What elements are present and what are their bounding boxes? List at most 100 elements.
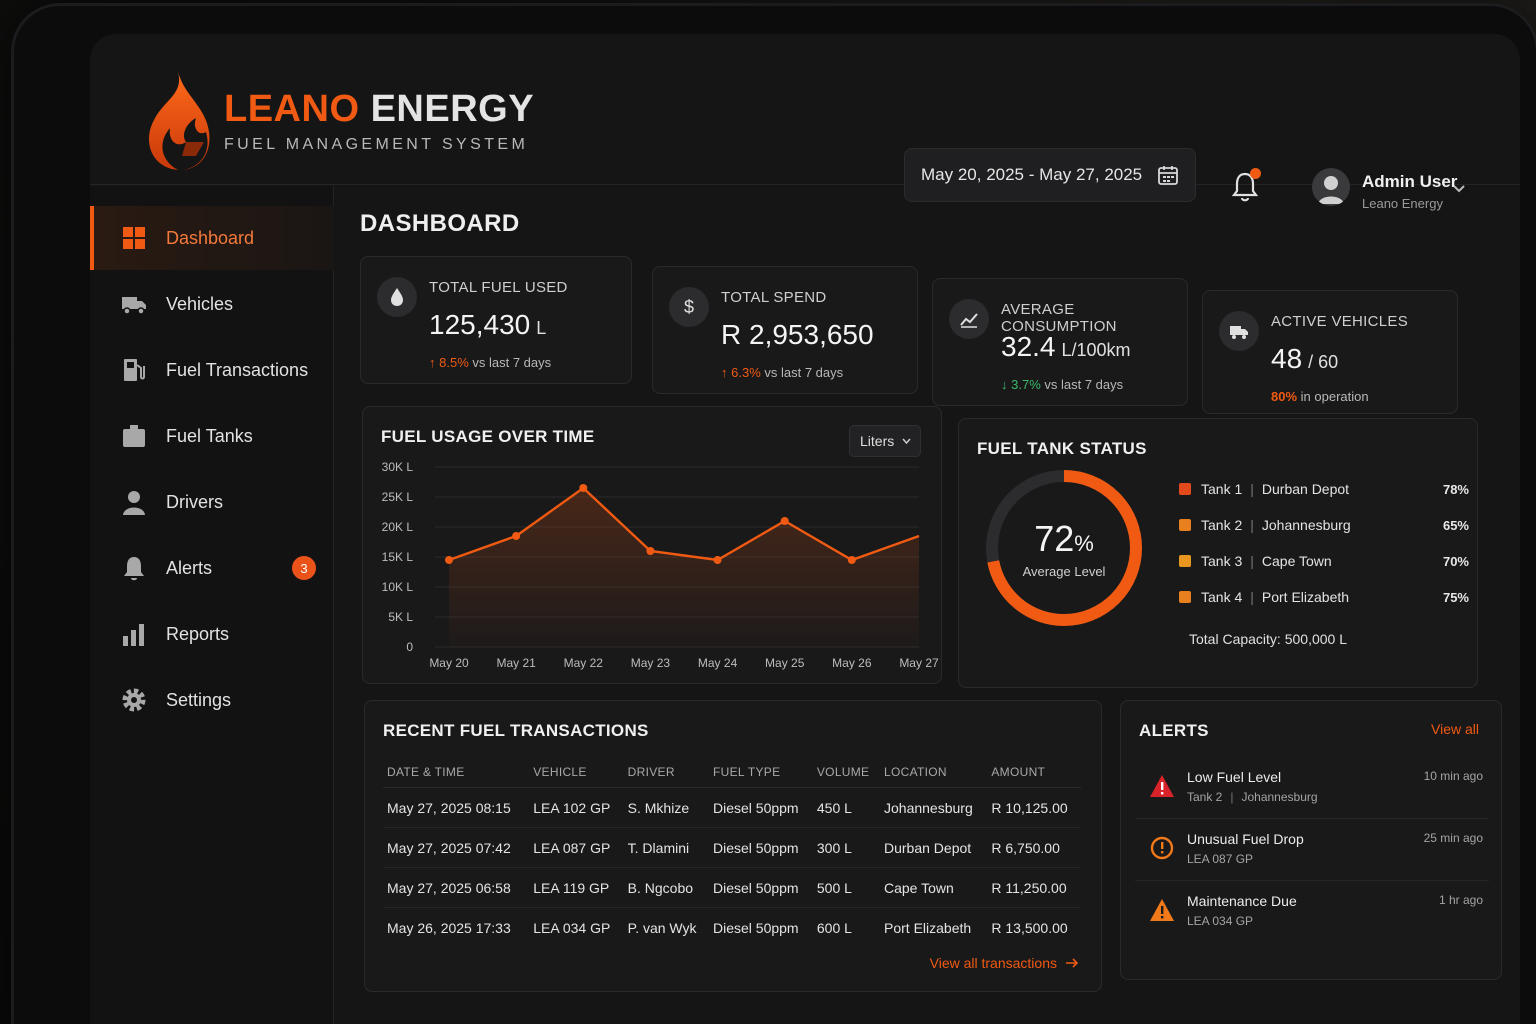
tank-row-2[interactable]: Tank 2 | Johannesburg 65% <box>1179 513 1469 537</box>
stat-delta: 80% in operation <box>1271 389 1369 404</box>
stat-delta: ↑ 8.5% vs last 7 days <box>429 355 552 370</box>
sidebar-item-vehicles[interactable]: Vehicles <box>90 272 334 336</box>
x-tick-label: May 27 <box>899 656 939 670</box>
column-header[interactable]: AMOUNT <box>987 759 1081 788</box>
x-tick-label: May 20 <box>429 656 469 670</box>
stat-label: TOTAL FUEL USED <box>429 279 568 296</box>
alert-item[interactable]: Low Fuel Level Tank 2 | Johannesburg 10 mi… <box>1135 759 1489 819</box>
page-title: DASHBOARD <box>360 210 520 237</box>
x-tick-label: May 25 <box>765 656 805 670</box>
column-header[interactable]: VEHICLE <box>529 759 624 788</box>
column-header[interactable]: DRIVER <box>623 759 709 788</box>
cell-datetime: May 27, 2025 08:15 <box>383 787 530 828</box>
view-all-transactions-link[interactable]: View all transactions <box>930 955 1079 971</box>
alert-subtitle: LEA 034 GP <box>1187 914 1254 928</box>
sidebar-item-drivers[interactable]: Drivers <box>90 470 334 534</box>
warning-orange-icon <box>1150 899 1174 921</box>
user-avatar-icon <box>1318 176 1344 204</box>
stat-card-total-fuel[interactable]: TOTAL FUEL USED 125,430 L ↑ 8.5% vs last … <box>360 256 632 384</box>
cell-fuel-type: Diesel 50ppm <box>708 827 813 868</box>
stat-card-total-spend[interactable]: $ TOTAL SPEND R 2,953,650 ↑ 6.3% vs last… <box>652 266 918 394</box>
tank-row-3[interactable]: Tank 3 | Cape Town 70% <box>1179 549 1469 573</box>
alert-time: 25 min ago <box>1423 831 1483 845</box>
cell-datetime: May 27, 2025 07:42 <box>383 827 530 868</box>
fuel-pump-icon <box>124 359 145 381</box>
column-header[interactable]: FUEL TYPE <box>708 759 813 788</box>
y-tick-label: 25K L <box>382 490 414 504</box>
alert-item[interactable]: Unusual Fuel Drop LEA 087 GP 25 min ago <box>1135 821 1489 881</box>
cell-amount: R 11,250.00 <box>987 867 1081 908</box>
tank-row-1[interactable]: Tank 1 | Durban Depot 78% <box>1179 477 1469 501</box>
recent-transactions-card: RECENT FUEL TRANSACTIONS DATE & TIME VEH… <box>364 700 1102 992</box>
cell-fuel-type: Diesel 50ppm <box>712 920 799 936</box>
avatar[interactable] <box>1312 168 1350 206</box>
y-tick-label: 5K L <box>388 610 413 624</box>
tank-location: Johannesburg <box>1261 517 1351 533</box>
brand-name-part2: ENERGY <box>370 88 535 130</box>
cell-driver: S. Mkhize <box>623 787 709 828</box>
cell-location: Johannesburg <box>880 787 988 828</box>
cell-location: Durban Depot <box>880 827 988 868</box>
alert-item[interactable]: Maintenance Due LEA 034 GP 1 hr ago <box>1135 883 1489 943</box>
tank-level-donut[interactable] <box>979 463 1149 633</box>
cell-datetime: May 27, 2025 06:58 <box>383 867 530 908</box>
y-tick-label: 15K L <box>382 550 414 564</box>
sidebar-item-alerts[interactable]: Alerts 3 <box>90 536 334 600</box>
alert-time: 10 min ago <box>1423 769 1483 783</box>
alert-title: Unusual Fuel Drop <box>1187 831 1304 847</box>
cell-fuel-type: Diesel 50ppm <box>708 867 813 908</box>
unit-select[interactable]: Liters <box>849 425 921 457</box>
fuel-usage-line-chart[interactable]: 0 5K L 10K L 15K L 20K L 25K L 30K L May 20 May … <box>363 407 943 685</box>
table-row[interactable]: May 27, 2025 06:58 LEA 119 GP B. Ngcobo … <box>383 867 1081 908</box>
tank-name: Tank 1 <box>1201 481 1243 497</box>
sidebar-item-label: Fuel Tanks <box>166 425 253 446</box>
column-header[interactable]: LOCATION <box>880 759 988 788</box>
fuel-tank-status-card: FUEL TANK STATUS 72% Average Level Tank … <box>958 418 1478 688</box>
sidebar-item-label: Reports <box>166 623 230 644</box>
tank-name: Tank 4 <box>1201 589 1243 605</box>
table-row[interactable]: May 27, 2025 07:42 LEA 087 GP T. Dlamini… <box>383 827 1081 868</box>
droplet-icon <box>377 277 417 317</box>
cell-vehicle: LEA 119 GP <box>529 867 624 908</box>
date-range-picker[interactable]: May 20, 2025 - May 27, 2025 <box>904 148 1196 202</box>
cell-amount: R 13,500.00 <box>991 920 1068 936</box>
cell-volume: 500 L <box>812 867 880 908</box>
sidebar-item-label: Settings <box>166 689 232 710</box>
sidebar-item-label: Fuel Transactions <box>166 359 309 380</box>
tank-name: Tank 2 <box>1201 517 1243 533</box>
chevron-down-icon[interactable] <box>1452 184 1466 194</box>
x-tick-label: May 26 <box>832 656 872 670</box>
sidebar-item-fuel-tanks[interactable]: Fuel Tanks <box>90 404 334 468</box>
alerts-card: ALERTS View all Low Fuel Level Tank 2 | Jo… <box>1120 700 1502 980</box>
user-menu[interactable]: Admin User Leano Energy <box>1362 172 1457 211</box>
tank-color-swatch <box>1179 591 1191 603</box>
view-all-alerts-link[interactable]: View all <box>1431 721 1479 737</box>
fuel-usage-chart-card: FUEL USAGE OVER TIME Liters 0 5K L 10K L 15… <box>362 406 942 684</box>
average-level-value: 72% <box>1034 517 1094 559</box>
sidebar-item-reports[interactable]: Reports <box>90 602 334 666</box>
header-divider <box>90 184 1520 185</box>
stat-label: ACTIVE VEHICLES <box>1271 313 1409 330</box>
tank-location: Durban Depot <box>1261 481 1350 497</box>
table-row[interactable]: May 27, 2025 08:15 LEA 102 GP S. Mkhize … <box>383 787 1081 828</box>
sidebar-item-settings[interactable]: Settings <box>90 668 334 732</box>
column-header[interactable]: DATE & TIME <box>383 759 530 788</box>
sidebar-item-fuel-transactions[interactable]: Fuel Transactions <box>90 338 334 402</box>
stat-label: AVERAGE CONSUMPTION <box>1001 301 1117 335</box>
stat-label: TOTAL SPEND <box>721 289 827 306</box>
tank-pct: 78% <box>1442 481 1469 497</box>
tank-location: Cape Town <box>1261 553 1332 569</box>
sidebar-item-dashboard[interactable]: Dashboard <box>90 206 334 270</box>
stat-card-average-consumption[interactable]: AVERAGE CONSUMPTION 32.4 L/100km ↓ 3.7% v… <box>932 278 1188 406</box>
data-point <box>579 484 588 492</box>
table-row[interactable]: May 26, 2025 17:33 LEA 034 GP P. van Wyk… <box>383 908 1081 948</box>
column-header[interactable]: VOLUME <box>812 759 880 788</box>
brand-logo[interactable]: LEANO ENERGY FUEL MANAGEMENT SYSTEM <box>134 70 534 174</box>
bar-chart-icon <box>123 624 144 646</box>
view-all-transactions-label: View all transactions <box>929 955 1057 971</box>
data-point <box>847 556 856 564</box>
alert-title: Low Fuel Level <box>1187 769 1282 785</box>
stat-card-active-vehicles[interactable]: ACTIVE VEHICLES 48/ 60 80% in operation <box>1202 290 1458 414</box>
fuel-usage-title: FUEL USAGE OVER TIME <box>381 427 595 446</box>
tank-row-4[interactable]: Tank 4 | Port Elizabeth 75% <box>1179 585 1469 609</box>
